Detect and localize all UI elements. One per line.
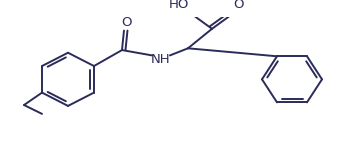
Text: NH: NH xyxy=(151,53,171,66)
Text: O: O xyxy=(122,16,132,29)
Text: HO: HO xyxy=(169,0,189,11)
Text: O: O xyxy=(234,0,244,11)
